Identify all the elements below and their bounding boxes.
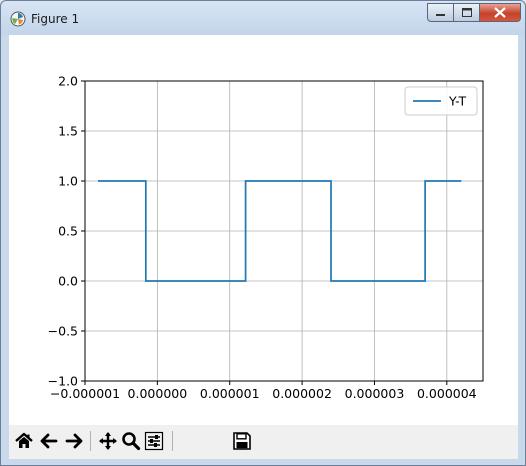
- x-tick-label: −0.000001: [50, 386, 120, 401]
- zoom-button[interactable]: [120, 430, 142, 452]
- save-button[interactable]: [231, 430, 253, 452]
- navigation-toolbar: [9, 425, 518, 459]
- magnifier-icon: [122, 432, 141, 451]
- arrow-left-icon: [40, 433, 58, 449]
- sliders-icon: [144, 431, 164, 451]
- home-button[interactable]: [13, 430, 35, 452]
- legend-label: Y-T: [448, 94, 467, 109]
- series: [98, 180, 462, 282]
- x-tick-label: 0.000004: [417, 386, 477, 401]
- maximize-button[interactable]: [454, 3, 480, 22]
- home-icon: [15, 432, 33, 448]
- y-tick-label: 0.0: [58, 274, 78, 289]
- grid: [84, 80, 483, 382]
- ticks: −0.000001 0.000000 0.000001 0.000002 0.00000…: [48, 74, 477, 402]
- line-chart: −0.000001 0.000000 0.000001 0.000002 0.00000…: [48, 74, 484, 402]
- close-icon: [494, 7, 506, 18]
- toolbar-separator: [172, 431, 173, 451]
- pan-button[interactable]: [97, 430, 119, 452]
- legend: Y-T: [404, 86, 478, 116]
- y-tick-label: −1.0: [48, 374, 78, 389]
- y-tick-label: 0.5: [58, 224, 78, 239]
- window-title: Figure 1: [31, 12, 80, 26]
- close-button[interactable]: [480, 3, 521, 22]
- y-tick-label: 1.0: [58, 174, 78, 189]
- back-button[interactable]: [38, 430, 60, 452]
- floppy-icon: [233, 432, 251, 450]
- arrow-right-icon: [65, 433, 83, 449]
- minimize-icon: [436, 14, 445, 16]
- forward-button[interactable]: [63, 430, 85, 452]
- series-line-Y-T: [98, 180, 462, 282]
- x-tick-label: 0.000003: [345, 386, 405, 401]
- y-tick-label: 2.0: [58, 74, 78, 89]
- move-icon: [99, 432, 117, 450]
- y-tick-label: 1.5: [58, 124, 78, 139]
- matplotlib-icon: [10, 11, 26, 27]
- toolbar-separator: [90, 431, 91, 451]
- maximize-icon: [462, 8, 472, 17]
- figure-canvas[interactable]: −0.000001 0.000000 0.000001 0.000002 0.00000…: [9, 35, 518, 425]
- y-tick-label: −0.5: [48, 324, 78, 339]
- minimize-button[interactable]: [427, 3, 454, 22]
- x-tick-label: 0.000000: [128, 386, 188, 401]
- x-tick-label: 0.000001: [200, 386, 260, 401]
- configure-subplots-button[interactable]: [143, 430, 165, 452]
- x-tick-label: 0.000002: [272, 386, 332, 401]
- title-bar[interactable]: Figure 1: [1, 1, 525, 35]
